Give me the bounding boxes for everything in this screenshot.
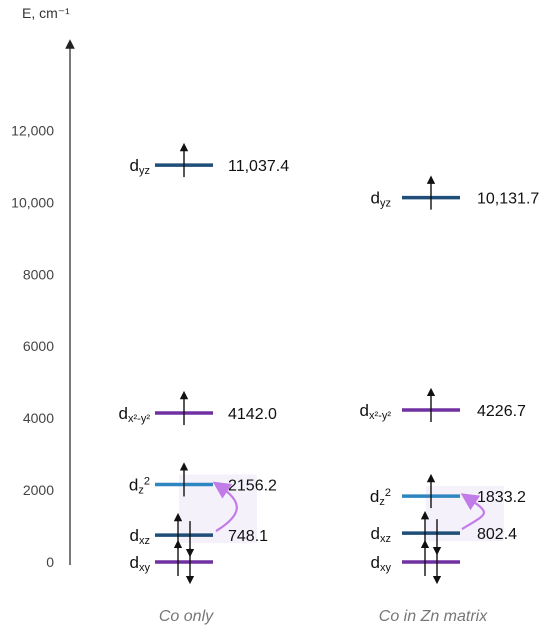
orbital-subscript: xy bbox=[380, 562, 392, 574]
energy-value-label: 4226.7 bbox=[477, 403, 526, 420]
orbital-main: d bbox=[130, 553, 139, 572]
orbital-superscript: 2 bbox=[385, 487, 391, 499]
orbital-subscript: yz bbox=[139, 165, 150, 177]
level-dz2: dz2 2156.2 bbox=[129, 462, 277, 497]
orbital-subscript: x²-y² bbox=[369, 410, 391, 422]
orbital-main: d bbox=[360, 401, 369, 420]
orbital-subscript: x²-y² bbox=[128, 413, 150, 425]
energy-value-label: 1833.2 bbox=[477, 489, 526, 506]
orbital-main: d bbox=[130, 156, 139, 175]
orbital-label: dz2 bbox=[129, 475, 150, 496]
level-dxy: dxy bbox=[130, 539, 213, 585]
energy-value-label: 4142.0 bbox=[228, 406, 277, 423]
axis-ticks: 0 2000 4000 6000 8000 10,000 12,000 bbox=[11, 122, 54, 570]
orbital-label: dyz bbox=[130, 156, 150, 177]
axis-tick-label: 10,000 bbox=[11, 194, 54, 210]
level-dxz: dxz 802.4 bbox=[371, 510, 517, 556]
orbital-subscript: z bbox=[138, 484, 144, 496]
axis-tick-label: 2000 bbox=[23, 482, 54, 498]
orbital-subscript: xz bbox=[380, 533, 391, 545]
orbital-label: dxz bbox=[130, 526, 150, 547]
level-dxy: dx²-y² 4226.7 bbox=[360, 387, 526, 423]
energy-value-label: 802.4 bbox=[477, 526, 517, 543]
axis-tick-label: 12,000 bbox=[11, 122, 54, 138]
orbital-main: d bbox=[371, 524, 380, 543]
transition-arrow bbox=[212, 481, 238, 533]
transition-arrow bbox=[460, 493, 485, 531]
level-dyz: dyz 10,131.7 bbox=[371, 175, 539, 210]
orbital-main: d bbox=[130, 526, 139, 545]
panel-caption: Co only bbox=[159, 608, 214, 625]
energy-value-label: 11,037.4 bbox=[228, 158, 289, 175]
orbital-subscript: xz bbox=[139, 535, 150, 547]
energy-value-label: 2156.2 bbox=[228, 477, 277, 494]
axis-tick-label: 6000 bbox=[23, 338, 54, 354]
energy-value-label: 10,131.7 bbox=[477, 191, 539, 208]
orbital-label: dxy bbox=[130, 553, 151, 574]
level-dxy: dxy bbox=[371, 539, 460, 585]
orbital-label: dxz bbox=[371, 524, 391, 545]
orbital-main: d bbox=[119, 404, 128, 423]
orbital-label: dyz bbox=[371, 189, 391, 210]
axis-tick-label: 0 bbox=[46, 554, 54, 570]
level-dxy: dx²-y² 4142.0 bbox=[119, 390, 277, 426]
axis-title: E, cm⁻¹ bbox=[22, 5, 70, 21]
orbital-superscript: 2 bbox=[144, 475, 150, 487]
energy-axis: E, cm⁻¹ 0 2000 4000 6000 8000 10,000 12,000 bbox=[11, 5, 75, 570]
orbital-label: dxy bbox=[371, 553, 392, 574]
orbital-label: dx²-y² bbox=[360, 401, 392, 422]
axis-tick-label: 8000 bbox=[23, 266, 54, 282]
axis-tick-label: 4000 bbox=[23, 410, 54, 426]
orbital-main: d bbox=[129, 475, 138, 494]
orbital-subscript: z bbox=[379, 496, 385, 508]
orbital-subscript: xy bbox=[139, 562, 151, 574]
orbital-label: dz2 bbox=[370, 487, 391, 508]
level-dz2: dz2 1833.2 bbox=[370, 473, 526, 509]
orbital-main: d bbox=[371, 189, 380, 208]
orbital-main: d bbox=[371, 553, 380, 572]
orbital-label: dx²-y² bbox=[119, 404, 151, 425]
orbital-main: d bbox=[370, 487, 379, 506]
orbital-subscript: yz bbox=[380, 198, 391, 210]
panel-caption: Co in Zn matrix bbox=[379, 608, 488, 625]
level-dyz: dyz 11,037.4 bbox=[130, 142, 289, 178]
level-dxz: dxz 748.1 bbox=[130, 512, 268, 558]
energy-value-label: 748.1 bbox=[228, 528, 268, 545]
